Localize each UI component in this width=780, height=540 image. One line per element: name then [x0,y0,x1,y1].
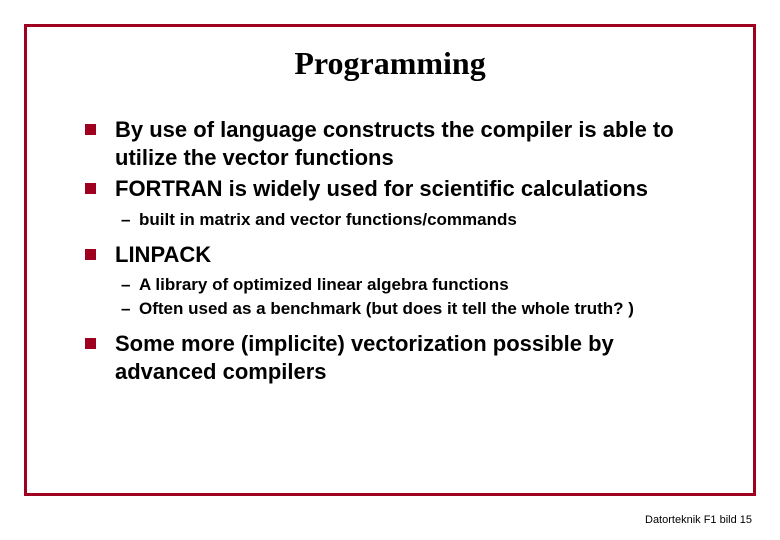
sub-item: A library of optimized linear algebra fu… [121,274,713,296]
slide-footer: Datorteknik F1 bild 15 [645,514,752,526]
bullet-item: By use of language constructs the compil… [85,116,713,171]
slide-title: Programming [67,45,713,82]
sub-item: built in matrix and vector functions/com… [121,209,713,231]
bullet-item: LINPACK [85,241,713,269]
slide-frame: Programming By use of language construct… [24,24,756,496]
bullet-list: LINPACK [67,241,713,269]
bullet-list: By use of language constructs the compil… [67,116,713,203]
sub-list: built in matrix and vector functions/com… [67,209,713,231]
sub-list: A library of optimized linear algebra fu… [67,274,713,320]
sub-item: Often used as a benchmark (but does it t… [121,298,713,320]
bullet-item: FORTRAN is widely used for scientific ca… [85,175,713,203]
bullet-item: Some more (implicite) vectorization poss… [85,330,713,385]
bullet-list: Some more (implicite) vectorization poss… [67,330,713,385]
slide-content: Programming By use of language construct… [27,27,753,409]
